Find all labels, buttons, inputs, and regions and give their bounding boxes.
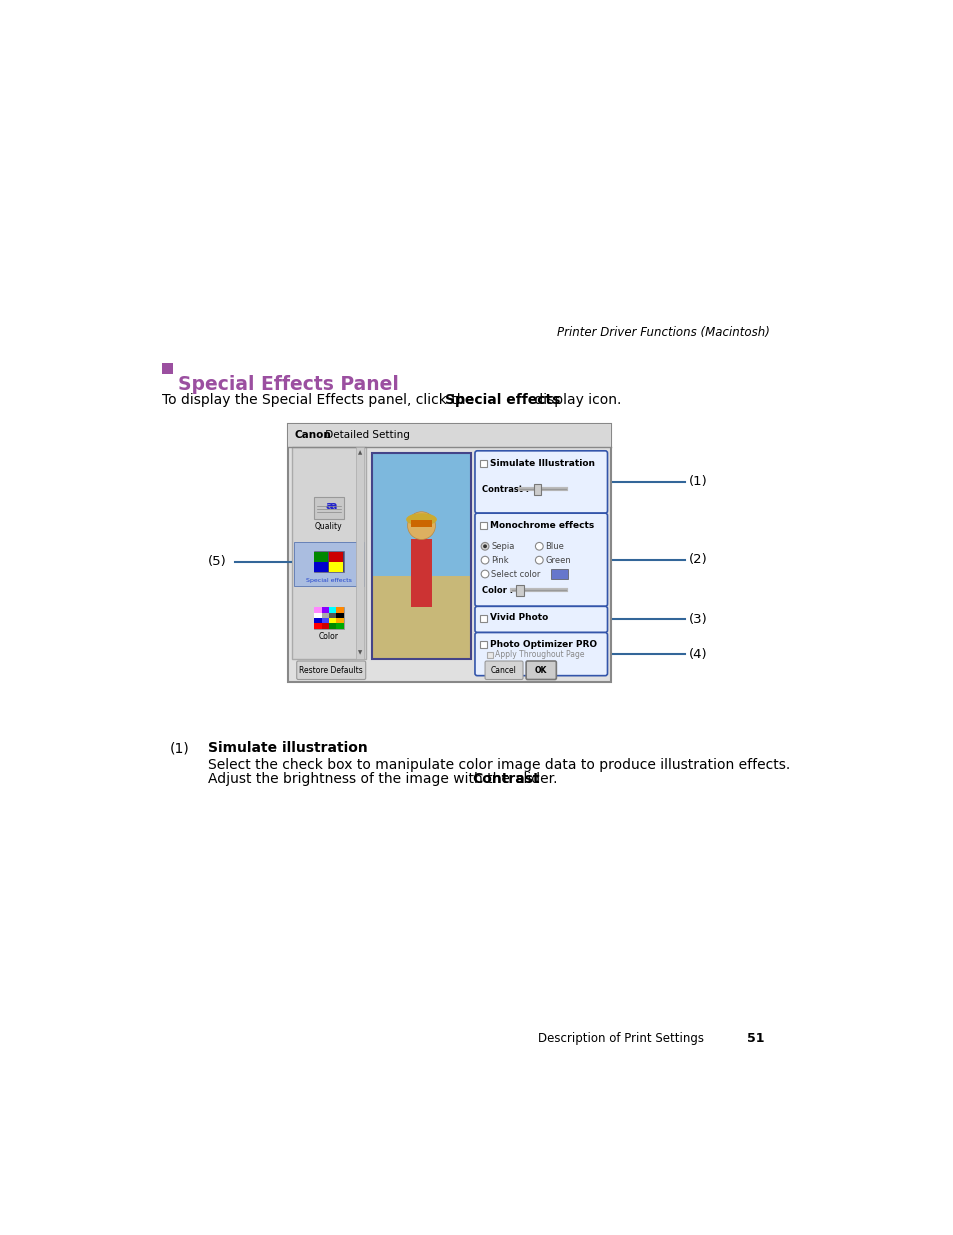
Bar [314, 551, 343, 573]
FancyBboxPatch shape [296, 661, 365, 679]
Text: Printer Driver Functions (Macintosh): Printer Driver Functions (Macintosh) [557, 326, 769, 340]
Text: (5): (5) [208, 556, 227, 568]
Bar [533, 484, 541, 495]
Bar [480, 522, 487, 530]
Bar [372, 453, 471, 658]
Text: Canon: Canon [294, 431, 331, 441]
Bar [314, 618, 321, 624]
Bar [162, 363, 172, 374]
Text: Green: Green [545, 556, 571, 564]
Text: Select color: Select color [491, 569, 540, 578]
Circle shape [535, 542, 542, 550]
Bar [314, 608, 343, 629]
Text: a: a [330, 501, 337, 511]
Text: (3): (3) [688, 613, 707, 626]
Text: Special effects: Special effects [306, 578, 352, 583]
Text: To display the Special Effects panel, click the: To display the Special Effects panel, cl… [162, 393, 477, 408]
Circle shape [480, 542, 488, 550]
FancyBboxPatch shape [475, 606, 607, 632]
Circle shape [480, 556, 488, 564]
Text: Sepia: Sepia [491, 542, 514, 551]
Bar [321, 624, 329, 629]
Text: Blue: Blue [545, 542, 564, 551]
Text: Contrast :: Contrast : [481, 485, 529, 494]
Bar [372, 577, 471, 658]
Text: Photo Optimizer PRO: Photo Optimizer PRO [489, 640, 597, 648]
Text: ▲: ▲ [357, 451, 362, 456]
FancyBboxPatch shape [525, 661, 556, 679]
Text: Select the check box to manipulate color image data to produce illustration effe: Select the check box to manipulate color… [208, 758, 790, 772]
Bar [321, 618, 329, 624]
Bar [321, 608, 329, 613]
Circle shape [535, 556, 542, 564]
Text: Simulate Illustration: Simulate Illustration [489, 458, 594, 468]
Bar [335, 608, 343, 613]
Bar [329, 608, 335, 613]
Bar [480, 641, 487, 648]
Bar [314, 624, 321, 629]
Bar [314, 562, 328, 573]
Bar [335, 618, 343, 624]
Bar [356, 447, 364, 658]
Text: a: a [325, 501, 333, 511]
Bar [288, 424, 611, 447]
Bar [321, 613, 329, 618]
Text: Color: Color [318, 632, 338, 641]
FancyBboxPatch shape [475, 451, 607, 514]
Text: Description of Print Settings: Description of Print Settings [537, 1032, 703, 1045]
Text: Special Effects Panel: Special Effects Panel [178, 374, 398, 394]
Bar [335, 624, 343, 629]
Bar [480, 615, 487, 621]
Text: Pink: Pink [491, 556, 508, 564]
Bar [314, 608, 321, 613]
Text: (2): (2) [688, 553, 707, 567]
Bar [335, 613, 343, 618]
Text: slider.: slider. [512, 772, 558, 785]
Ellipse shape [406, 514, 436, 526]
Circle shape [407, 511, 435, 540]
Bar [372, 453, 471, 577]
Text: Adjust the brightness of the image with the: Adjust the brightness of the image with … [208, 772, 514, 785]
Text: Monochrome effects: Monochrome effects [489, 521, 594, 530]
Text: Cancel: Cancel [490, 666, 516, 674]
FancyBboxPatch shape [484, 661, 522, 679]
Text: 51: 51 [746, 1032, 763, 1045]
Bar [486, 652, 493, 658]
Text: (1): (1) [688, 475, 707, 489]
Text: ▼: ▼ [357, 650, 362, 655]
Bar [314, 552, 328, 562]
Bar [410, 540, 432, 608]
Bar [314, 613, 321, 618]
Bar [288, 424, 611, 682]
Text: (1): (1) [170, 741, 190, 755]
Text: Vivid Photo: Vivid Photo [489, 614, 547, 622]
Bar [329, 562, 342, 573]
Text: Apply Throughout Page: Apply Throughout Page [495, 651, 584, 659]
Text: Quality: Quality [314, 521, 342, 531]
Text: Restore Defaults: Restore Defaults [298, 666, 362, 674]
Text: Simulate illustration: Simulate illustration [208, 741, 368, 755]
Circle shape [480, 571, 488, 578]
Text: Color :: Color : [481, 585, 513, 595]
Bar [550, 568, 567, 579]
Text: display icon.: display icon. [530, 393, 620, 408]
Circle shape [482, 545, 486, 548]
FancyBboxPatch shape [475, 514, 607, 606]
Bar [329, 624, 335, 629]
Bar [329, 618, 335, 624]
Bar [294, 542, 364, 587]
Text: (4): (4) [688, 647, 707, 661]
Bar [516, 585, 523, 595]
Text: Detailed Setting: Detailed Setting [321, 431, 409, 441]
Text: Special effects: Special effects [444, 393, 559, 408]
Text: Contrast: Contrast [472, 772, 539, 785]
Text: OK: OK [534, 666, 546, 674]
Bar [292, 447, 365, 658]
Bar [329, 552, 342, 562]
Bar [329, 613, 335, 618]
Bar [480, 461, 487, 467]
FancyBboxPatch shape [475, 632, 607, 676]
Bar [314, 496, 343, 519]
Bar [410, 520, 432, 527]
